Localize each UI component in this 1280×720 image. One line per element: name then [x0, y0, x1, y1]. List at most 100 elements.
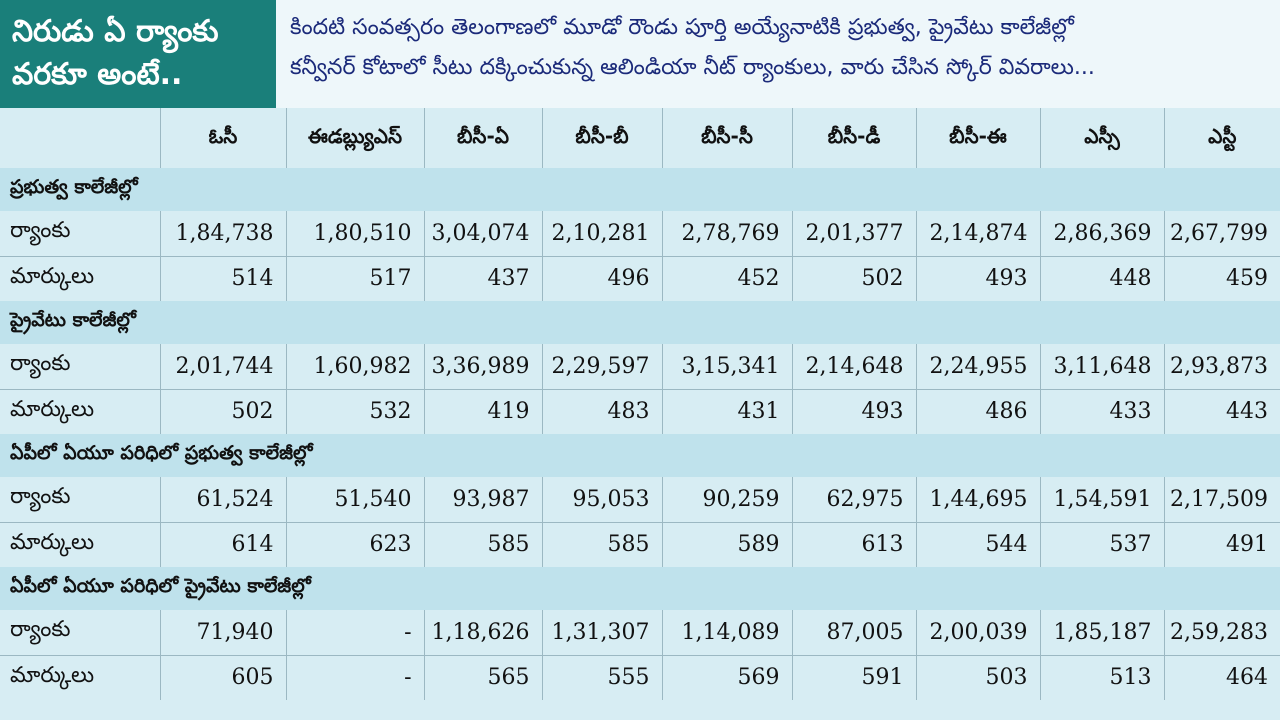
rank-cell: 2,59,283 [1163, 610, 1280, 656]
section-header-row: ఏపీలో ఏయూ పరిధిలో ప్రైవేటు కాలేజీల్లో [0, 567, 1280, 610]
marks-cell: 459 [1163, 256, 1280, 301]
marks-cell: 496 [541, 256, 662, 301]
marks-cell: 503 [915, 655, 1040, 700]
subtitle-line-1: కిందటి సంవత్సరం తెలంగాణలో మూడో రౌండు పూర… [290, 15, 1074, 40]
rank-cell: 1,18,626 [423, 610, 542, 656]
marks-cell: 585 [423, 522, 542, 567]
rank-cell: 2,10,281 [541, 211, 662, 257]
marks-cell: 555 [541, 655, 662, 700]
marks-cell: 431 [661, 389, 792, 434]
rank-cell: 51,540 [285, 477, 424, 523]
rank-table: ఓసీ ఈడబ్ల్యుఎస్ బీసీ-ఏ బీసీ-బీ బీసీ-సీ బ… [0, 108, 1280, 700]
section-header-row: ప్రైవేటు కాలేజీల్లో [0, 301, 1280, 344]
rank-cell: 3,15,341 [661, 344, 792, 390]
rank-row: ర్యాంకు 61,524 51,540 93,987 95,053 90,259 62,… [0, 477, 1280, 523]
rank-cell: 1,80,510 [285, 211, 424, 257]
rank-cell: 1,44,695 [915, 477, 1040, 523]
marks-cell: 502 [791, 256, 916, 301]
rank-cell: 1,14,089 [661, 610, 792, 656]
marks-cell: 491 [1163, 522, 1280, 567]
marks-row: మార్కులు 502 532 419 483 431 493 486 433 443 [0, 389, 1280, 434]
marks-cell: 537 [1039, 522, 1164, 567]
rank-cell: 3,11,648 [1039, 344, 1164, 390]
rank-row: ర్యాంకు 1,84,738 1,80,510 3,04,074 2,10,281 2… [0, 211, 1280, 257]
marks-cell: 452 [661, 256, 792, 301]
marks-row-label: మార్కులు [10, 263, 95, 289]
marks-cell: 483 [541, 389, 662, 434]
rank-cell: 90,259 [661, 477, 792, 523]
rank-row-label: ర్యాంకు [0, 477, 160, 523]
column-header-bc-d: బీసీ-డీ [791, 108, 916, 168]
rank-cell: 1,84,738 [159, 211, 286, 257]
column-header-sc: ఎస్సీ [1039, 108, 1164, 168]
marks-cell: 544 [915, 522, 1040, 567]
marks-cell: 517 [285, 256, 424, 301]
rank-cell: 2,14,648 [791, 344, 916, 390]
header: నిరుడు ఏ ర్యాంకు వరకూ అంటే.. కిందటి సంవత… [0, 0, 1280, 108]
rank-cell: - [285, 610, 424, 656]
marks-row: మార్కులు 514 517 437 496 452 502 493 448 459 [0, 256, 1280, 301]
rank-row: ర్యాంకు 71,940-1,18,626 1,31,307 1,14,089 87… [0, 610, 1280, 656]
marks-row: మార్కులు 614 623 585 585 589 613 544 537 491 [0, 522, 1280, 567]
section-title: ప్రైవేటు కాలేజీల్లో [0, 301, 1280, 344]
rank-row: ర్యాంకు 2,01,744 1,60,982 3,36,989 2,29,597 3… [0, 344, 1280, 390]
marks-cell: 623 [285, 522, 424, 567]
rank-cell: 2,29,597 [541, 344, 662, 390]
rank-cell: 87,005 [791, 610, 916, 656]
rank-cell: 2,67,799 [1163, 211, 1280, 257]
marks-cell: 502 [159, 389, 286, 434]
rank-cell: 3,36,989 [423, 344, 542, 390]
rank-cell: 1,31,307 [541, 610, 662, 656]
rank-row-label: ర్యాంకు [0, 610, 160, 656]
rank-cell: 2,14,874 [915, 211, 1040, 257]
rank-cell: 71,940 [159, 610, 286, 656]
rank-row-label: ర్యాంకు [0, 344, 160, 390]
marks-cell: 585 [541, 522, 662, 567]
marks-cell: 433 [1039, 389, 1164, 434]
section-title: ఏపీలో ఏయూ పరిధిలో ప్రైవేటు కాలేజీల్లో [0, 567, 1280, 610]
page-title: నిరుడు ఏ ర్యాంకు వరకూ అంటే.. [0, 0, 276, 108]
rank-cell: 2,17,509 [1163, 477, 1280, 523]
marks-row-label: మార్కులు [10, 662, 95, 688]
column-header-oc: ఓసీ [159, 108, 286, 168]
subtitle-line-2: కన్వీనర్ కోటాలో సీటు దక్కించుకున్న ఆలిండ… [290, 55, 1095, 80]
marks-cell: 614 [159, 522, 286, 567]
section-title: ప్రభుత్వ కాలేజీల్లో [0, 168, 1280, 211]
title-line-2: వరకూ అంటే.. [12, 57, 183, 92]
rank-cell: 2,24,955 [915, 344, 1040, 390]
column-header-bc-b: బీసీ-బీ [541, 108, 662, 168]
rank-cell: 1,60,982 [285, 344, 424, 390]
rank-cell: 2,00,039 [915, 610, 1040, 656]
marks-cell: 486 [915, 389, 1040, 434]
rank-cell: 93,987 [423, 477, 542, 523]
rank-cell: 1,85,187 [1039, 610, 1164, 656]
rank-row-label: ర్యాంకు [0, 211, 160, 257]
rank-cell: 95,053 [541, 477, 662, 523]
page-subtitle: కిందటి సంవత్సరం తెలంగాణలో మూడో రౌండు పూర… [276, 0, 1280, 108]
rank-cell: 2,01,377 [791, 211, 916, 257]
marks-cell: 514 [159, 256, 286, 301]
marks-cell: 437 [423, 256, 542, 301]
rank-cell: 1,54,591 [1039, 477, 1164, 523]
marks-cell: 605 [159, 655, 286, 700]
section-header-row: ఏపీలో ఏయూ పరిధిలో ప్రభుత్వ కాలేజీల్లో [0, 434, 1280, 477]
marks-cell: 532 [285, 389, 424, 434]
column-header-bc-e: బీసీ-ఈ [915, 108, 1040, 168]
rank-cell: 2,78,769 [661, 211, 792, 257]
rank-cell: 2,93,873 [1163, 344, 1280, 390]
marks-row: మార్కులు 605-565 555 569 591 503 513 464 [0, 655, 1280, 700]
table-body: ప్రభుత్వ కాలేజీల్లో ర్యాంకు 1,84,738 1,80,5… [0, 168, 1280, 700]
rank-cell: 2,86,369 [1039, 211, 1164, 257]
marks-cell: 493 [791, 389, 916, 434]
marks-cell: - [285, 655, 424, 700]
column-header-bc-a: బీసీ-ఏ [423, 108, 542, 168]
marks-cell: 448 [1039, 256, 1164, 301]
marks-cell: 464 [1163, 655, 1280, 700]
marks-cell: 589 [661, 522, 792, 567]
marks-cell: 569 [661, 655, 792, 700]
marks-row-label: మార్కులు [10, 529, 95, 555]
marks-cell: 591 [791, 655, 916, 700]
section-header-row: ప్రభుత్వ కాలేజీల్లో [0, 168, 1280, 211]
marks-cell: 419 [423, 389, 542, 434]
marks-row-label: మార్కులు [10, 396, 95, 422]
